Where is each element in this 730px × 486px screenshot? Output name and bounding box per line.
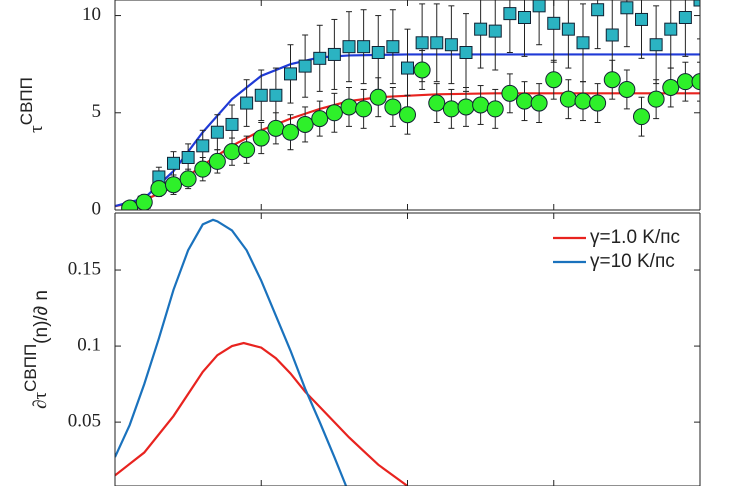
square-marker (298, 59, 312, 73)
y-label-part: СВПП (17, 77, 36, 125)
circle-marker (238, 141, 256, 159)
square-marker (678, 11, 692, 24)
square-marker (518, 11, 531, 24)
y-tick-label: 0.15 (68, 258, 101, 279)
circle-marker (647, 90, 665, 108)
circle-marker (559, 90, 577, 108)
circle-marker (472, 96, 490, 114)
square-marker (576, 36, 590, 50)
circle-marker (501, 84, 519, 102)
y-axis-label: τСВПП (17, 77, 47, 133)
square-marker (167, 156, 180, 170)
circle-marker (530, 94, 548, 112)
square-marker (357, 40, 371, 54)
circle-marker (618, 80, 636, 98)
circle-marker (208, 152, 226, 170)
y-axis-label: ∂τСВПП(n)/∂ n (21, 290, 52, 409)
circle-marker (589, 94, 607, 112)
y-tick-label: 0.05 (68, 410, 101, 431)
circle-marker (574, 92, 592, 110)
fit-line (115, 218, 348, 486)
circle-marker (516, 92, 533, 110)
circle-marker (428, 94, 446, 112)
y-tick-label: 0 (92, 198, 102, 219)
square-marker (401, 61, 414, 75)
circle-marker (355, 100, 373, 118)
circle-marker (194, 160, 212, 178)
y-tick-label: 5 (92, 101, 102, 122)
circle-marker (223, 143, 241, 161)
square-marker (210, 125, 224, 139)
square-marker (693, 0, 700, 7)
square-marker (240, 96, 254, 110)
square-marker (225, 117, 239, 131)
y-tick-label: 10 (82, 4, 101, 25)
circle-marker (603, 71, 621, 89)
square-marker (181, 151, 195, 164)
square-marker (488, 24, 502, 38)
circle-marker (442, 100, 460, 118)
circle-marker (399, 106, 416, 124)
circle-marker (165, 176, 182, 194)
square-marker (561, 22, 575, 36)
circle-marker (545, 71, 563, 89)
circle-marker (150, 180, 168, 198)
fit-line (115, 341, 409, 486)
square-marker (269, 88, 283, 102)
square-marker (620, 1, 634, 15)
square-marker (430, 36, 444, 50)
square-marker (313, 51, 327, 65)
circle-marker (252, 129, 270, 147)
square-marker (532, 0, 546, 13)
circle-marker (267, 119, 285, 137)
circle-marker (282, 123, 299, 141)
y-label-part: ∂τ (30, 392, 51, 409)
circle-marker (121, 199, 139, 210)
plot-area (115, 218, 409, 486)
square-marker (591, 3, 605, 17)
circle-marker (662, 79, 680, 96)
circle-marker (633, 108, 650, 126)
circle-marker (413, 61, 431, 79)
circle-marker (486, 100, 504, 118)
circle-marker (676, 73, 694, 91)
square-marker (196, 139, 210, 153)
square-marker (284, 67, 297, 81)
circle-marker (384, 98, 402, 116)
square-marker (635, 12, 648, 26)
circle-marker (325, 104, 343, 122)
legend-label: γ=10 K/пс (590, 251, 675, 272)
square-marker (459, 46, 473, 59)
square-marker (327, 47, 341, 61)
circle-marker (340, 98, 358, 116)
y-label-part: (n)/∂ n (31, 290, 52, 344)
square-marker (664, 22, 678, 36)
circle-marker (457, 98, 475, 116)
plot-area (115, 0, 700, 210)
square-marker (605, 28, 619, 42)
square-marker (547, 16, 561, 30)
y-label-part: τ (26, 125, 47, 133)
square-marker (649, 38, 663, 52)
square-marker (474, 22, 488, 36)
y-label-part: СВПП (21, 344, 40, 392)
y-tick-label: 0.1 (77, 334, 101, 355)
circle-marker (311, 110, 329, 128)
square-marker (254, 88, 268, 102)
square-marker (444, 38, 458, 52)
square-marker (371, 46, 385, 59)
square-marker (415, 36, 429, 50)
circle-marker (179, 170, 197, 188)
circle-marker (369, 88, 387, 106)
circle-marker (135, 193, 153, 210)
square-marker (342, 40, 356, 54)
circle-marker (296, 115, 314, 133)
circle-marker (691, 73, 700, 91)
legend-label: γ=1.0 K/пс (590, 227, 680, 248)
square-marker (503, 7, 517, 21)
square-marker (386, 40, 400, 54)
